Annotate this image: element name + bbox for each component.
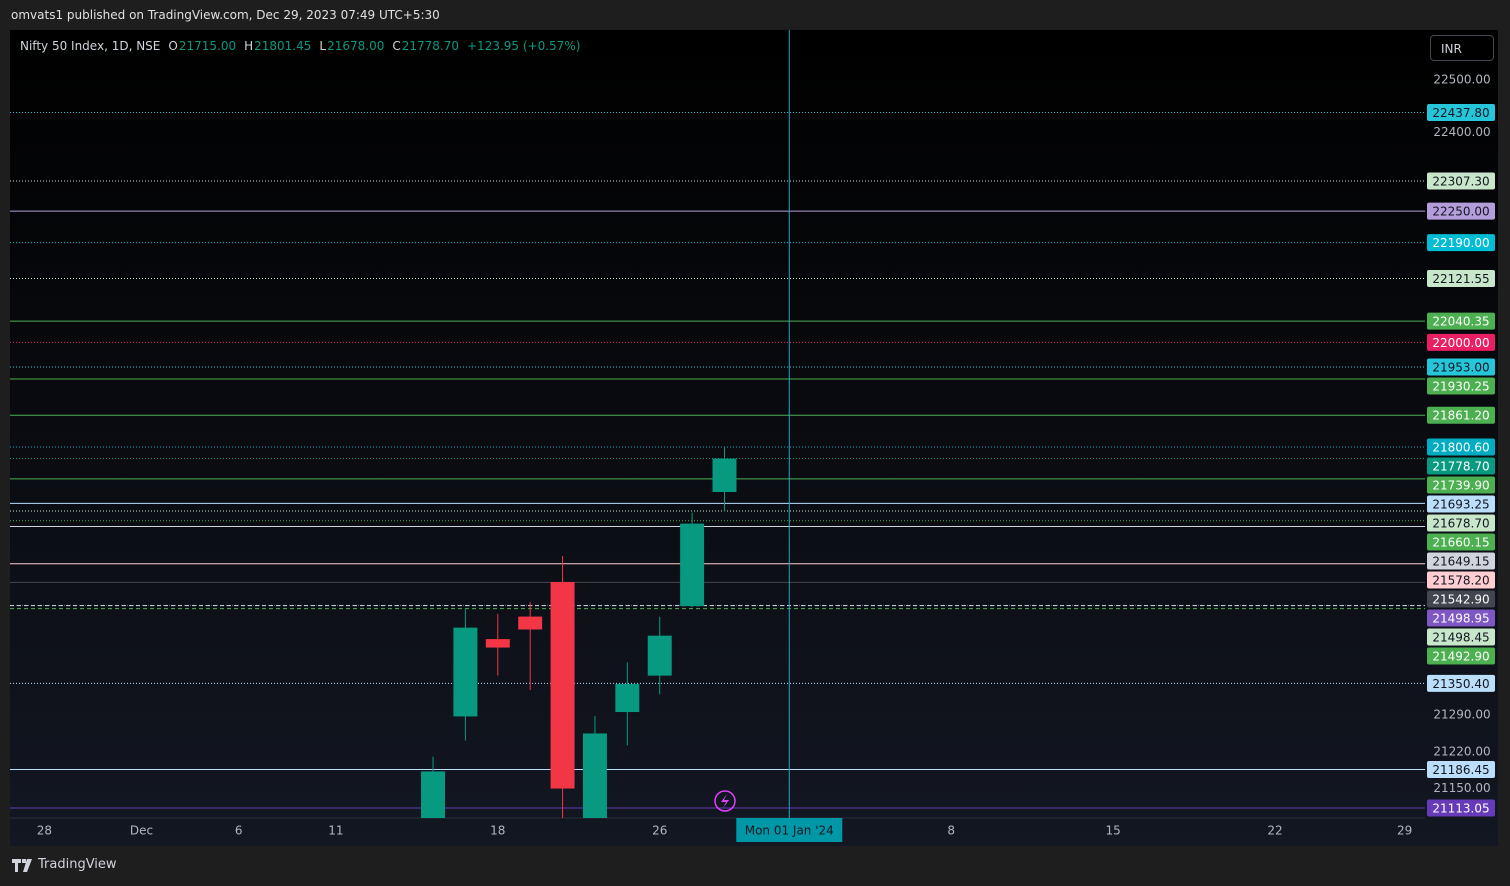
price-label: 21498.95 — [1432, 612, 1489, 626]
symbol: Nifty 50 Index, 1D, NSE — [20, 39, 161, 53]
price-label-bg — [1427, 552, 1495, 570]
price-label-bg — [1427, 438, 1495, 456]
price-label-bg — [1427, 799, 1495, 817]
price-label: 21649.15 — [1432, 555, 1489, 569]
candle-body — [453, 627, 478, 717]
ohlc-value: 21801.45 — [254, 39, 312, 53]
crosshair-label: Mon 01 Jan '24 — [745, 824, 834, 838]
ohlc-key: C — [392, 39, 401, 53]
publish-info: omvats1 published on TradingView.com, De… — [11, 8, 440, 22]
price-label: 21660.15 — [1432, 536, 1489, 550]
crosshair-label-bg — [736, 818, 843, 842]
brand-name: TradingView — [38, 857, 117, 872]
price-label: 22040.35 — [1432, 315, 1489, 329]
candle-body — [421, 771, 446, 818]
price-label: 21492.90 — [1432, 650, 1489, 664]
price-label-bg — [1427, 333, 1495, 351]
price-label: 21778.70 — [1432, 460, 1489, 474]
price-label: 22250.00 — [1432, 205, 1489, 219]
change: +123.95 (+0.57%) — [467, 39, 581, 53]
price-label-bg — [1427, 571, 1495, 589]
y-tick-label: 22500.00 — [1433, 72, 1490, 86]
price-label-bg — [1427, 358, 1495, 376]
price-label: 21861.20 — [1432, 409, 1489, 423]
candle-body — [485, 639, 510, 648]
price-label-bg — [1427, 495, 1495, 513]
price-label: 21186.45 — [1432, 763, 1489, 777]
alert-icon — [714, 790, 736, 812]
candle-body — [680, 523, 705, 607]
price-label: 22121.55 — [1432, 272, 1489, 286]
symbol-legend: Nifty 50 Index, 1D, NSE O21715.00 H21801.4… — [20, 39, 588, 53]
price-label: 22437.80 — [1432, 106, 1489, 120]
x-tick-label: 29 — [1397, 824, 1412, 838]
price-label-bg — [1427, 270, 1495, 288]
x-tick-label: 18 — [490, 824, 505, 838]
price-label: 21953.00 — [1432, 361, 1489, 375]
price-label-bg — [1427, 172, 1495, 190]
y-tick-label: 21290.00 — [1433, 708, 1490, 722]
price-label-bg — [1427, 674, 1495, 692]
price-label-bg — [1427, 647, 1495, 665]
price-label-bg — [1427, 104, 1495, 122]
x-tick-label: 15 — [1105, 824, 1120, 838]
y-tick-label: 22400.00 — [1433, 125, 1490, 139]
price-label-bg — [1427, 234, 1495, 252]
x-tick-label: 6 — [235, 824, 243, 838]
price-label: 22307.30 — [1432, 175, 1489, 189]
price-label-bg — [1427, 609, 1495, 627]
candle-body — [647, 635, 672, 676]
price-label-bg — [1427, 406, 1495, 424]
x-tick-label: 26 — [652, 824, 667, 838]
candle-body — [615, 683, 640, 713]
price-label: 21542.90 — [1432, 593, 1489, 607]
x-tick-label: 22 — [1267, 824, 1282, 838]
price-label-bg — [1427, 590, 1495, 608]
ohlc-value: 21678.00 — [327, 39, 385, 53]
price-label: 21739.90 — [1432, 479, 1489, 493]
ohlc-value: 21715.00 — [178, 39, 237, 53]
x-tick-label: 28 — [37, 824, 52, 838]
y-tick-label: 21220.00 — [1433, 744, 1490, 758]
price-label: 21578.20 — [1432, 574, 1489, 588]
price-label-bg — [1427, 533, 1495, 551]
brand-logo — [12, 858, 32, 872]
price-label: 21930.25 — [1432, 380, 1489, 394]
price-label-bg — [1427, 628, 1495, 646]
ohlc-key: H — [244, 39, 254, 53]
price-label-bg — [1427, 202, 1495, 220]
price-label: 21113.05 — [1432, 801, 1489, 815]
x-tick-label: 8 — [947, 824, 955, 838]
ohlc-key: L — [319, 39, 327, 53]
ohlc-key: O — [168, 39, 178, 53]
candle-body — [550, 582, 575, 789]
x-tick-label: Dec — [130, 824, 153, 838]
x-tick-label: 11 — [328, 824, 343, 838]
candle-body — [712, 458, 737, 492]
price-label: 21800.60 — [1432, 441, 1489, 455]
price-label: 22000.00 — [1432, 336, 1489, 350]
price-label-bg — [1427, 312, 1495, 330]
price-label-bg — [1427, 457, 1495, 475]
chart-background — [10, 30, 1498, 846]
price-label: 21350.40 — [1432, 677, 1489, 691]
axes: 22500.00 22400.00 21290.00 21220.00 21150.00… — [37, 72, 1495, 842]
plot-area — [10, 30, 1425, 818]
ohlc-value: 21778.70 — [401, 39, 459, 53]
price-label: 21498.45 — [1432, 631, 1489, 645]
price-label-bg — [1427, 377, 1495, 395]
price-label: 22190.00 — [1432, 236, 1489, 250]
brand: TradingView — [12, 857, 117, 872]
price-label: 21678.70 — [1432, 517, 1489, 531]
currency-button[interactable]: INR — [1430, 35, 1494, 61]
price-label-bg — [1427, 476, 1495, 494]
candle-body — [518, 616, 543, 630]
price-label-bg — [1427, 514, 1495, 532]
candle-body — [582, 733, 607, 818]
y-tick-label: 21150.00 — [1433, 781, 1490, 795]
price-label: 21693.25 — [1432, 498, 1489, 512]
price-label-bg — [1427, 760, 1495, 778]
